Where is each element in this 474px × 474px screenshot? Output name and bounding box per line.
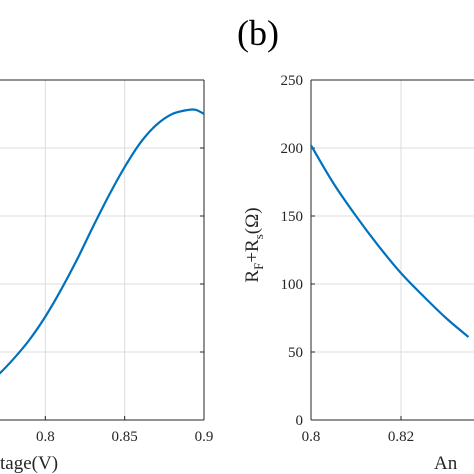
left-x-tick-label: 0.8: [36, 429, 55, 445]
right-y-tick-label: 150: [281, 209, 304, 225]
y-label-main: R: [242, 270, 263, 283]
right-y-tick-label: 200: [281, 141, 304, 157]
y-label-sub2: s: [251, 234, 266, 239]
left-tick-labels: 0.8 0.85 0.9: [36, 429, 213, 445]
right-plot: 0 50 100 150 200 250 0.8 0.82 An RF+Rs(Ω): [242, 73, 474, 474]
panel-label: (b): [237, 13, 279, 53]
right-series-line: [310, 144, 470, 338]
right-x-tick-label: 0.82: [388, 429, 414, 445]
left-plot: 0.8 0.85 0.9 tage(V): [0, 79, 213, 474]
left-x-tick-label: 0.85: [112, 429, 138, 445]
right-grid: [311, 80, 474, 420]
right-y-tick-label: 50: [288, 345, 303, 361]
right-y-tick-label: 250: [281, 73, 304, 89]
y-label-unit: (Ω): [242, 207, 263, 234]
left-axes: [0, 79, 205, 421]
right-y-tick-label: 0: [296, 413, 304, 429]
right-tick-labels: 0 50 100 150 200 250 0.8 0.82: [281, 73, 415, 445]
right-x-tick-label: 0.8: [302, 429, 321, 445]
left-grid: [0, 80, 205, 420]
right-y-axis-label: RF+Rs(Ω): [242, 207, 266, 282]
left-x-axis-label: tage(V): [0, 453, 58, 474]
y-label-mid: +R: [242, 239, 263, 263]
right-axes: [310, 79, 474, 421]
y-label-sub1: F: [251, 263, 266, 270]
left-x-tick-label: 0.9: [195, 429, 214, 445]
right-x-axis-label: An: [434, 453, 458, 474]
left-series-line: [0, 108, 205, 375]
right-y-tick-label: 100: [281, 277, 304, 293]
